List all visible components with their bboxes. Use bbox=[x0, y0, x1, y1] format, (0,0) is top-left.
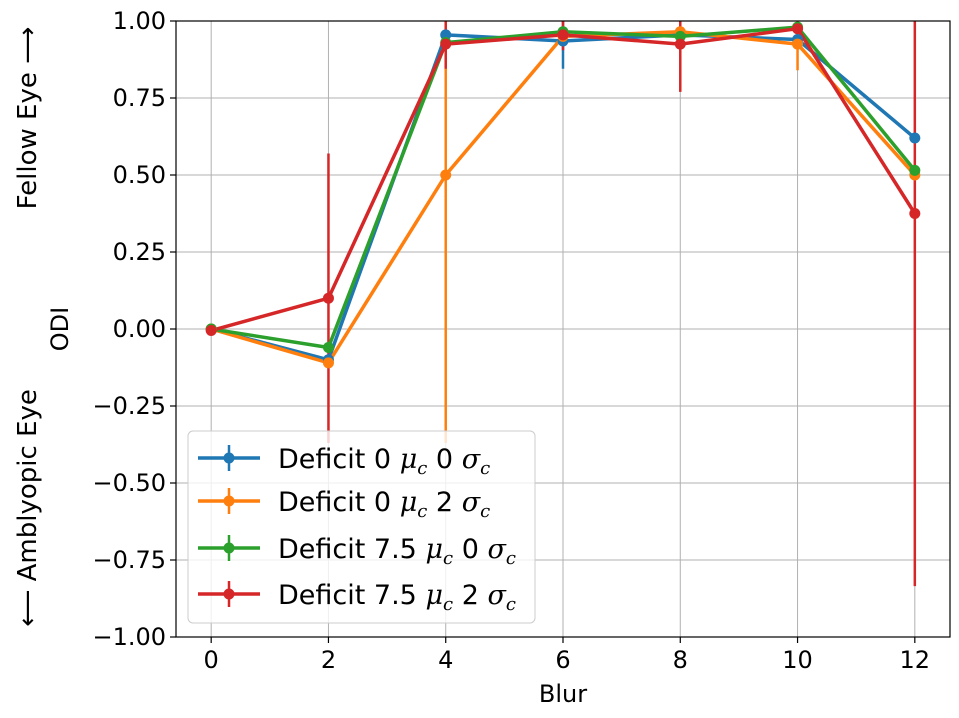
y-tick-label: −0.75 bbox=[92, 546, 166, 574]
grid-lines bbox=[176, 20, 950, 638]
legend-marker-swatch bbox=[223, 452, 235, 464]
x-tick-label: 6 bbox=[555, 646, 570, 674]
x-tick-label: 10 bbox=[782, 646, 813, 674]
series-1-point bbox=[440, 29, 452, 41]
y-tick-label: −0.50 bbox=[92, 469, 166, 497]
x-tick-label: 2 bbox=[321, 646, 336, 674]
series-4-point bbox=[674, 38, 686, 50]
y-tick-label: 1.00 bbox=[113, 7, 166, 35]
legend-label: Deficit 7.5 μc 2 σc bbox=[278, 580, 516, 615]
x-tick-label: 8 bbox=[673, 646, 688, 674]
series-points bbox=[205, 21, 921, 369]
y-tick-label: 0.50 bbox=[113, 161, 166, 189]
x-tick-label: 4 bbox=[438, 646, 453, 674]
series-2-point bbox=[322, 357, 334, 369]
legend-entry-4: Deficit 7.5 μc 2 σc bbox=[198, 580, 516, 615]
series-2-point bbox=[440, 169, 452, 181]
series-3-point bbox=[909, 164, 921, 176]
y-tick-label: 0.00 bbox=[113, 315, 166, 343]
legend-entry-3: Deficit 7.5 μc 0 σc bbox=[198, 534, 516, 569]
series-4-point bbox=[909, 208, 921, 219]
y-tick-label: 0.75 bbox=[113, 84, 166, 112]
y-tick-label: 0.25 bbox=[113, 238, 166, 266]
series-4-point bbox=[440, 38, 452, 50]
amblyopic-eye-label: ⟵ Amblyopic Eye bbox=[13, 389, 43, 627]
series-4-point bbox=[205, 325, 217, 337]
y-axis-ticks: −1.00 −0.75 −0.50 −0.25 0.00 0.25 0.50 0.75 1.00 bbox=[92, 7, 176, 651]
legend-marker-swatch bbox=[223, 495, 235, 507]
x-axis-ticks: 0 2 4 6 8 10 12 bbox=[204, 637, 931, 674]
x-tick-label: 0 bbox=[204, 646, 219, 674]
series-4-point bbox=[557, 29, 569, 41]
fellow-eye-label: Fellow Eye ⟶ bbox=[13, 27, 43, 210]
x-tick-label: 12 bbox=[900, 646, 931, 674]
series-3-point bbox=[322, 341, 334, 353]
series-4-point bbox=[792, 23, 804, 35]
y-tick-label: −1.00 bbox=[92, 623, 166, 651]
series-1-point bbox=[909, 132, 921, 144]
legend-label: Deficit 0 μc 0 σc bbox=[278, 444, 490, 479]
legend-label: Deficit 7.5 μc 0 σc bbox=[278, 534, 516, 569]
legend-marker-swatch bbox=[223, 588, 235, 600]
legend-label: Deficit 0 μc 2 σc bbox=[278, 487, 490, 522]
legend-entry-1: Deficit 0 μc 0 σc bbox=[198, 444, 490, 479]
series-4-point bbox=[322, 292, 334, 304]
series-2-point bbox=[792, 38, 804, 50]
legend-marker-swatch bbox=[223, 542, 235, 554]
x-axis-label: Blur bbox=[539, 680, 587, 708]
legend: Deficit 0 μc 0 σc Deficit 0 μc 2 σc Defici… bbox=[187, 430, 536, 624]
y-tick-label: −0.25 bbox=[92, 392, 166, 420]
series-3-point bbox=[674, 30, 686, 42]
legend-entry-2: Deficit 0 μc 2 σc bbox=[198, 487, 490, 522]
y-axis-label: ODI bbox=[46, 307, 74, 351]
legend-box bbox=[187, 430, 536, 624]
